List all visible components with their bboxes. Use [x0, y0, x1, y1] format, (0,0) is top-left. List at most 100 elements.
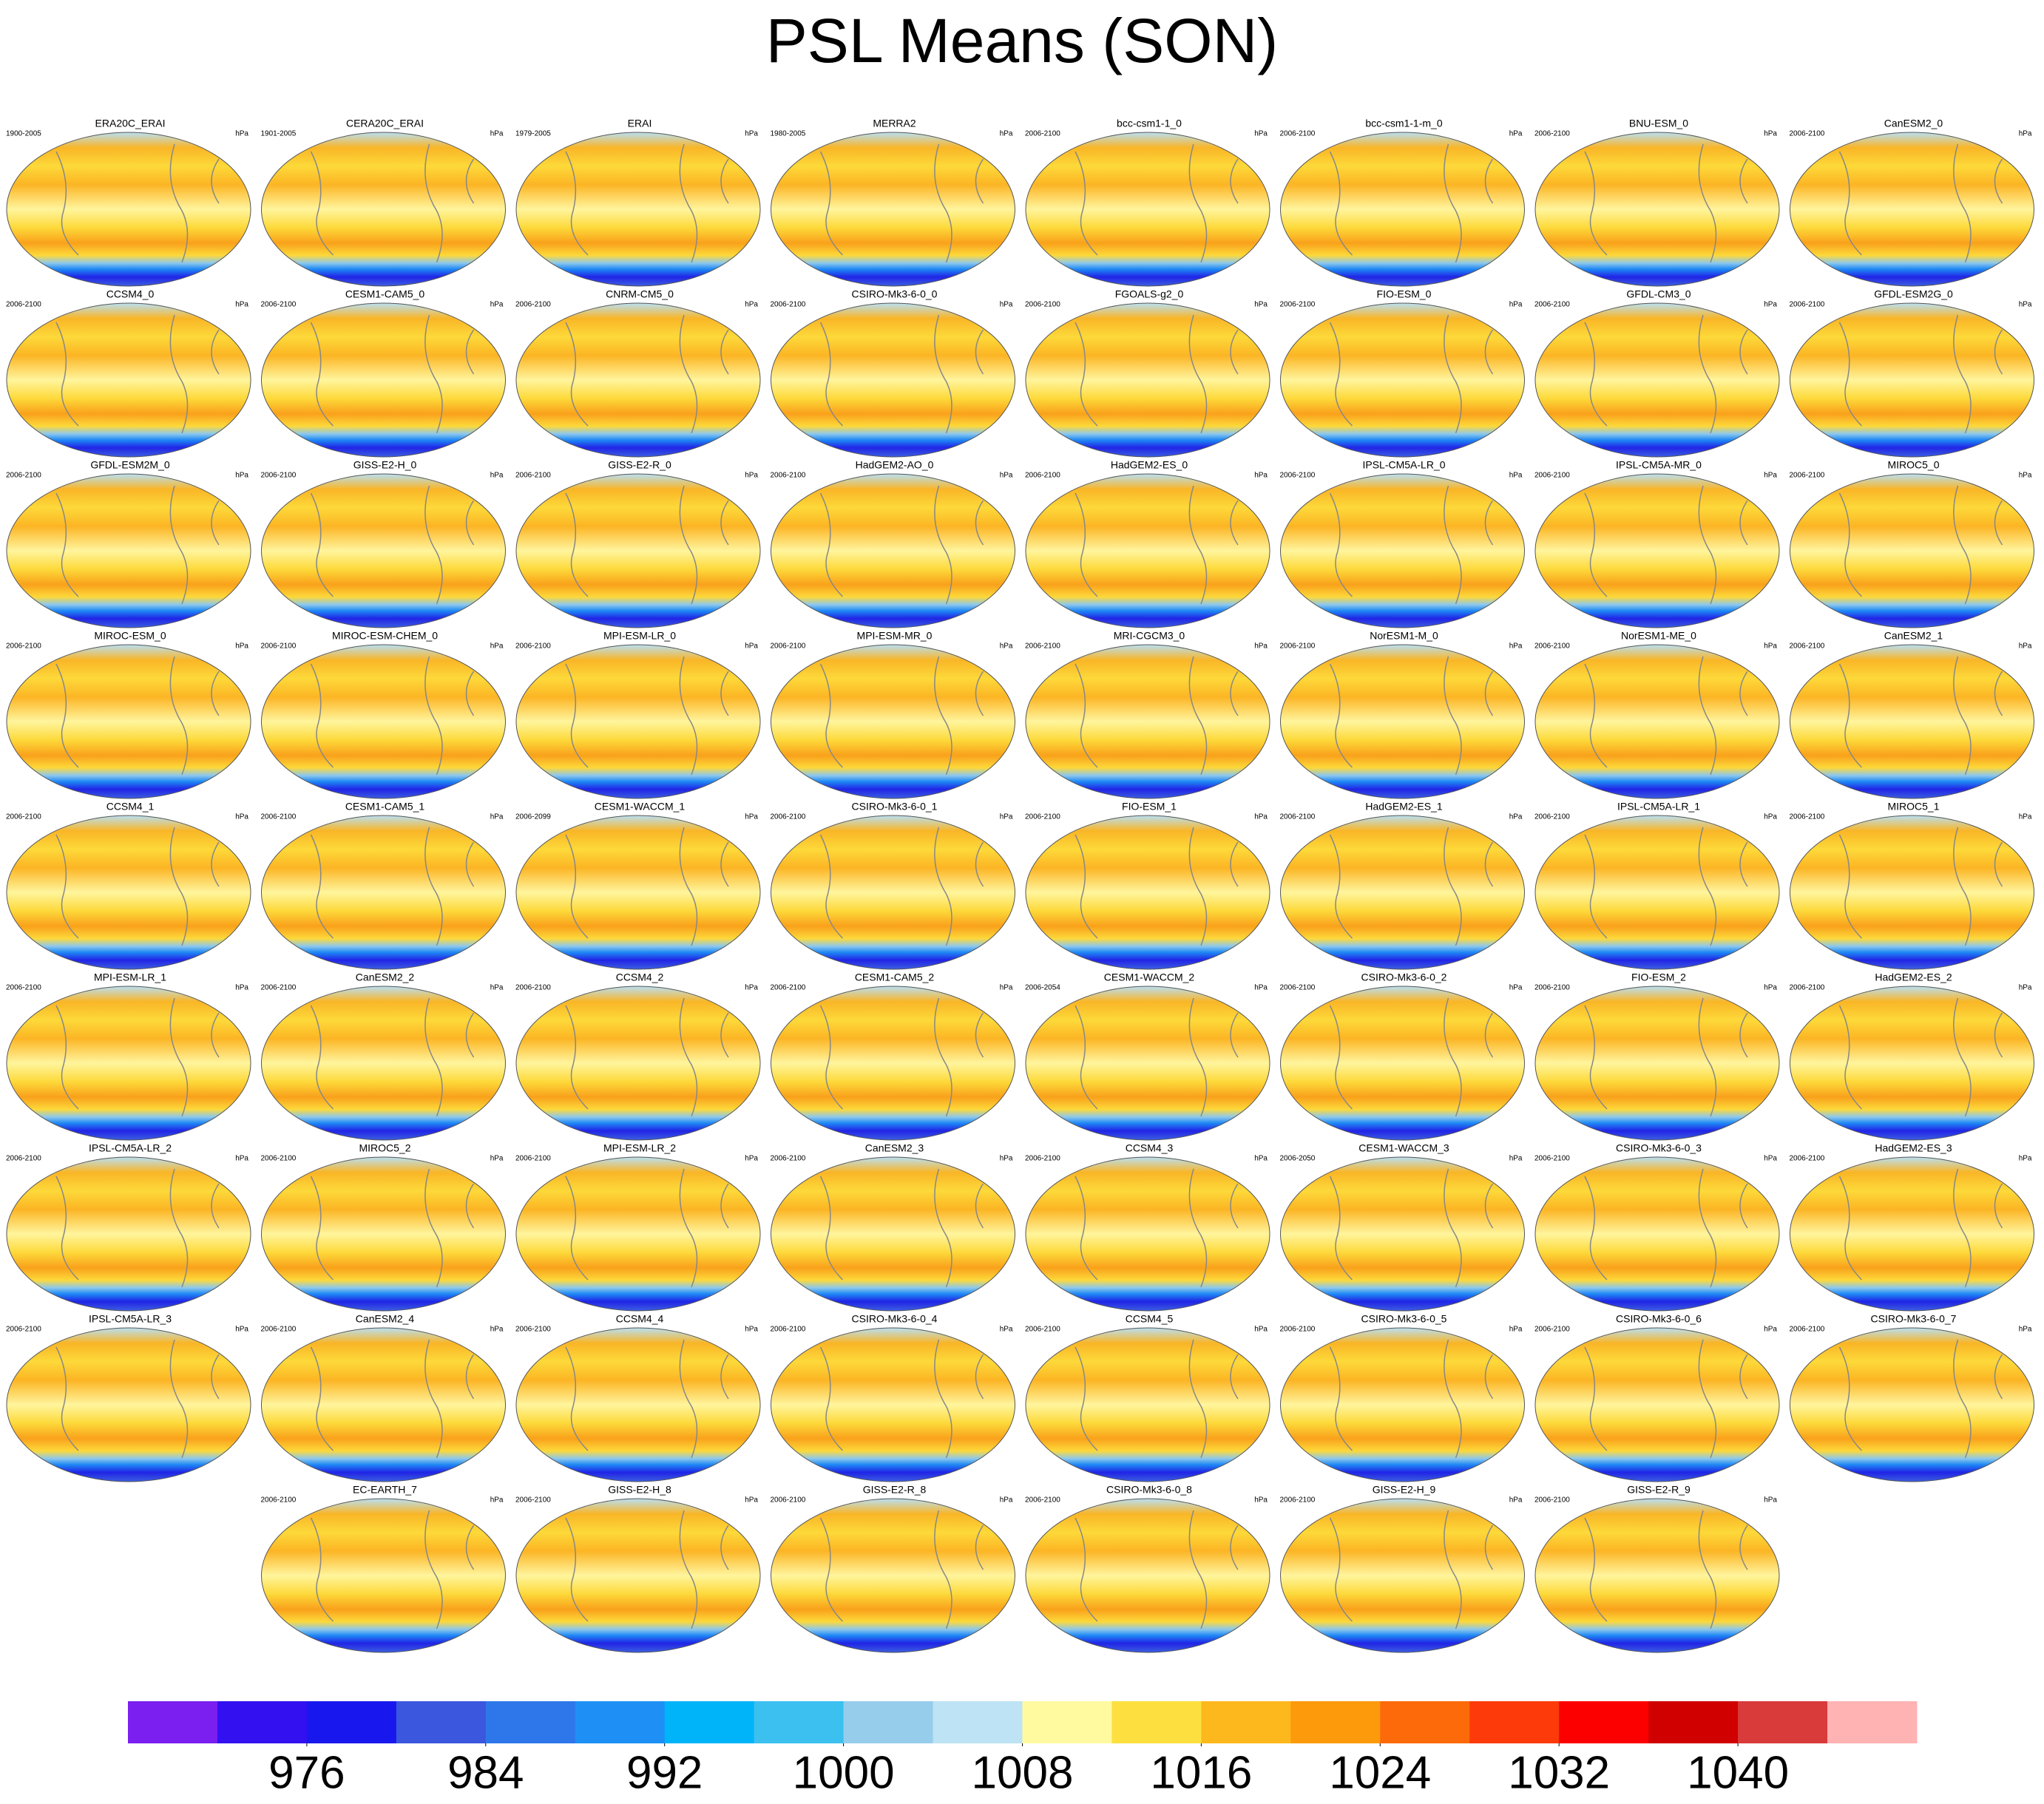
- panel-units: hPa: [1000, 813, 1013, 821]
- coastline: [55, 1339, 220, 1459]
- panel-title: CSIRO-Mk3-6-0_4: [852, 1313, 938, 1325]
- panel-title: FIO-ESM_1: [1122, 801, 1177, 813]
- figure-title: PSL Means (SON): [766, 6, 1278, 75]
- panel-title: CCSM4_0: [106, 288, 155, 300]
- panel-title: CSIRO-Mk3-6-0_5: [1361, 1313, 1447, 1325]
- panel-units: hPa: [1000, 984, 1013, 992]
- map-panel: MPI-ESM-LR_0 2006-2100 hPa: [515, 630, 761, 799]
- panel-period: 1901-2005: [261, 130, 297, 138]
- panel-title: MIROC5_1: [1887, 801, 1939, 813]
- panel-title: CCSM4_2: [616, 971, 664, 983]
- panel-title: GISS-E2-H_0: [353, 459, 417, 471]
- map-field: [771, 986, 1015, 1141]
- panel-units: hPa: [1764, 130, 1777, 138]
- panel-units: hPa: [2019, 813, 2032, 821]
- panel-title: HadGEM2-ES_1: [1365, 801, 1442, 813]
- panel-units: hPa: [2019, 472, 2032, 480]
- panel-period: 2006-2100: [771, 1496, 806, 1505]
- panel-units: hPa: [745, 642, 758, 651]
- map-panel: CCSM4_1 2006-2100 hPa: [6, 801, 251, 970]
- panel-period: 2006-2100: [1280, 130, 1316, 138]
- map-field: [261, 473, 506, 628]
- coastline: [310, 827, 475, 946]
- coastline: [1584, 314, 1748, 434]
- panel-title: CanESM2_1: [1884, 630, 1943, 642]
- map-panel: HadGEM2-AO_0 2006-2100 hPa: [771, 459, 1015, 628]
- colorbar-swatch: [933, 1701, 1023, 1743]
- panel-title: CESM1-CAM5_0: [345, 288, 425, 300]
- coastline: [1838, 143, 2003, 263]
- panel-period: 2006-2100: [515, 472, 551, 480]
- map-panel: IPSL-CM5A-LR_3 2006-2100 hPa: [6, 1313, 251, 1482]
- panel-title: GISS-E2-R_9: [1627, 1484, 1691, 1496]
- panel-period: 2006-2100: [1280, 813, 1316, 821]
- map-field: [1280, 644, 1525, 799]
- map-field: [1790, 815, 2034, 970]
- coastline: [310, 997, 475, 1117]
- coastline: [819, 485, 984, 605]
- map-field: [771, 1498, 1015, 1653]
- panel-title: MIROC5_2: [359, 1142, 410, 1154]
- panel-period: 2006-2100: [6, 1326, 41, 1334]
- map-field: [771, 132, 1015, 287]
- colorbar-swatch: [1111, 1701, 1202, 1743]
- panel-period: 2006-2100: [261, 472, 297, 480]
- panel-title: CESM1-WACCM_3: [1358, 1142, 1449, 1154]
- colorbar-label: 992: [626, 1747, 703, 1798]
- map-field: [1025, 1498, 1270, 1653]
- panel-units: hPa: [1254, 130, 1268, 138]
- panel-title: CSIRO-Mk3-6-0_3: [1616, 1142, 1702, 1154]
- panel-units: hPa: [235, 130, 248, 138]
- panel-title: IPSL-CM5A-LR_2: [89, 1142, 172, 1154]
- panel-title: MRI-CGCM3_0: [1114, 630, 1185, 642]
- map-panel: GFDL-CM3_0 2006-2100 hPa: [1534, 288, 1780, 458]
- panel-title: GISS-E2-R_8: [863, 1484, 927, 1496]
- coastline: [310, 1510, 475, 1630]
- panel-period: 2006-2100: [771, 642, 806, 651]
- map-field: [1025, 473, 1270, 628]
- panel-units: hPa: [1254, 472, 1268, 480]
- panel-title: GISS-E2-H_8: [608, 1484, 671, 1496]
- map-panel: CCSM4_4 2006-2100 hPa: [515, 1313, 761, 1482]
- map-field: [515, 986, 761, 1141]
- map-field: [1790, 132, 2034, 287]
- panel-period: 2006-2100: [1790, 301, 1825, 309]
- panel-period: 2006-2100: [515, 1155, 551, 1163]
- coastline: [310, 1168, 475, 1288]
- coastline: [565, 1168, 729, 1288]
- coastline: [1075, 1168, 1239, 1288]
- panel-period: 1900-2005: [6, 130, 41, 138]
- coastline: [819, 656, 984, 776]
- panel-title: CanESM2_3: [865, 1142, 924, 1154]
- panel-period: 2006-2100: [1025, 472, 1060, 480]
- coastline: [1329, 143, 1494, 263]
- panel-period: 2006-2100: [6, 984, 41, 992]
- map-field: [1534, 815, 1780, 970]
- map-panel: CESM1-CAM5_1 2006-2100 hPa: [261, 801, 506, 970]
- panel-units: hPa: [1509, 1155, 1523, 1163]
- panel-units: hPa: [1254, 813, 1268, 821]
- coastline: [819, 1510, 984, 1630]
- map-panel: MIROC-ESM-CHEM_0 2006-2100 hPa: [261, 630, 506, 799]
- map-panel: CanESM2_1 2006-2100 hPa: [1790, 630, 2034, 799]
- map-panel: HadGEM2-ES_2 2006-2100 hPa: [1790, 971, 2034, 1141]
- panel-units: hPa: [745, 813, 758, 821]
- panel-title: HadGEM2-ES_3: [1875, 1142, 1952, 1154]
- panel-units: hPa: [1254, 984, 1268, 992]
- panel-units: hPa: [1254, 642, 1268, 651]
- map-field: [515, 473, 761, 628]
- map-panel: MPI-ESM-MR_0 2006-2100 hPa: [771, 630, 1015, 799]
- map-field: [1280, 986, 1525, 1141]
- map-field: [771, 302, 1015, 458]
- coastline: [1838, 485, 2003, 605]
- map-field: [261, 1156, 506, 1312]
- panel-units: hPa: [490, 472, 504, 480]
- panel-period: 2006-2100: [1280, 984, 1316, 992]
- coastline: [1329, 997, 1494, 1117]
- colorbar-swatch: [1827, 1701, 1918, 1743]
- map-panel: bcc-csm1-1_0 2006-2100 hPa: [1025, 118, 1270, 287]
- panel-title: CCSM4_3: [1126, 1142, 1174, 1154]
- map-field: [515, 1327, 761, 1482]
- map-panel: IPSL-CM5A-LR_0 2006-2100 hPa: [1280, 459, 1525, 628]
- map-field: [261, 644, 506, 799]
